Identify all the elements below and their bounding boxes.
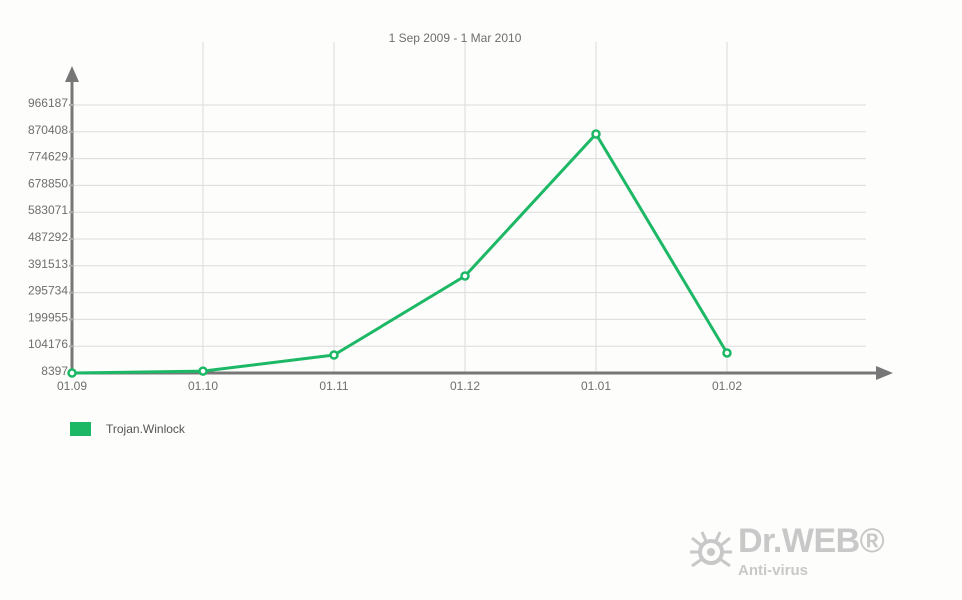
y-tick-label: 678850 — [28, 176, 68, 190]
data-point — [198, 366, 208, 376]
legend: Trojan.Winlock — [70, 422, 185, 436]
logo-subtitle: Anti-virus — [738, 562, 809, 579]
spider-icon — [690, 531, 732, 568]
y-tick-label: 104176 — [28, 337, 68, 351]
y-tick-label: 391513 — [28, 257, 68, 271]
x-axis-arrow — [876, 366, 893, 380]
logo-brand: Dr.WEB® — [738, 522, 885, 560]
y-tick-label: 8397 — [41, 364, 68, 378]
data-point — [460, 271, 470, 281]
y-tick-label: 583071 — [28, 203, 68, 217]
series-line — [71, 132, 729, 375]
y-axis-arrow — [65, 66, 79, 82]
y-tick-label: 870408 — [28, 123, 68, 137]
y-tick-label: 487292 — [28, 230, 68, 244]
x-tick-label: 01.12 — [450, 379, 480, 393]
chart-title: 1 Sep 2009 - 1 Mar 2010 — [389, 31, 522, 45]
y-tick-label: 774629 — [28, 150, 68, 164]
legend-swatch — [70, 422, 91, 436]
y-tick-label: 199955 — [28, 310, 68, 324]
data-point — [329, 350, 339, 360]
y-tick-label: 966187 — [28, 96, 68, 110]
legend-label: Trojan.Winlock — [106, 422, 185, 436]
x-tick-label: 01.11 — [319, 379, 348, 393]
data-point — [591, 129, 601, 139]
x-tick-label: 01.09 — [57, 379, 87, 393]
data-point — [67, 368, 77, 378]
data-point — [722, 348, 732, 358]
x-tick-label: 01.01 — [581, 379, 611, 393]
x-tick-label: 01.02 — [712, 379, 742, 393]
y-tick-label: 295734 — [28, 284, 68, 298]
x-tick-label: 01.10 — [188, 379, 218, 393]
drweb-logo: Dr.WEB® Anti-virus — [688, 522, 885, 579]
